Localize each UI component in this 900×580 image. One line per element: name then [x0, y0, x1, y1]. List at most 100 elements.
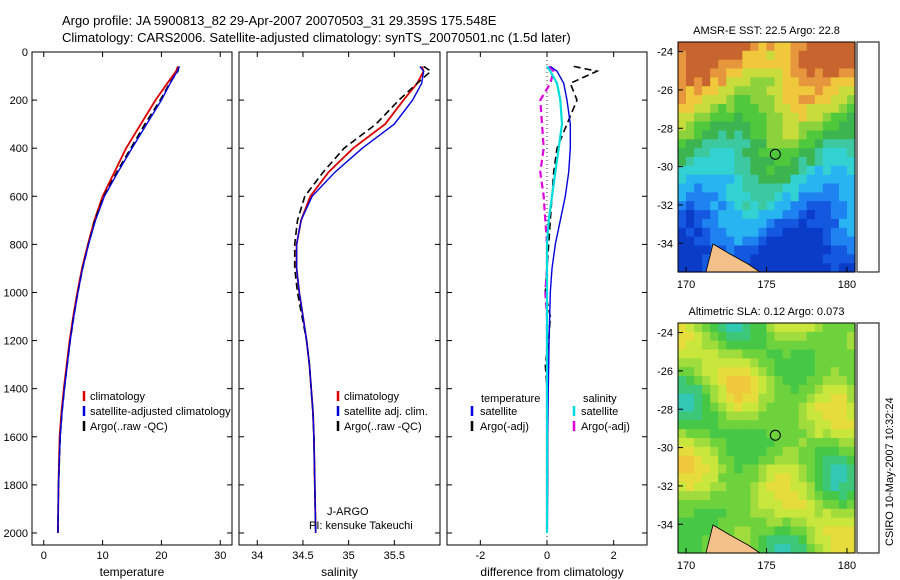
map-cell: [782, 254, 792, 264]
map-cell: [790, 95, 800, 105]
map-cell: [694, 77, 703, 87]
map-cell: [694, 192, 703, 202]
map-cell: [847, 59, 856, 70]
legend-entry: satellite-adjusted climatology: [90, 406, 231, 418]
map-cell: [822, 420, 832, 430]
map-cell: [830, 508, 840, 519]
map-cell: [798, 157, 808, 167]
map-cell: [678, 393, 687, 404]
map-cell: [847, 86, 856, 96]
map-cell: [710, 183, 719, 193]
map-cell: [814, 446, 824, 457]
map-cell: [838, 384, 848, 395]
map-cell: [798, 183, 808, 193]
map-cell: [686, 411, 695, 421]
map-cell: [686, 121, 695, 131]
map-cell: [798, 517, 808, 527]
map-cell: [790, 429, 800, 439]
map-cell: [790, 323, 800, 333]
x-tick-label: 170: [677, 560, 695, 572]
map-cell: [766, 499, 776, 510]
map-cell: [734, 77, 743, 87]
legend-entry: Argo(-adj): [581, 421, 630, 433]
map-cell: [694, 438, 703, 448]
map-cell: [686, 376, 695, 386]
annotation-group: J-ARGO: [327, 506, 369, 518]
map-cell: [678, 86, 687, 96]
map-cell: [798, 358, 808, 368]
map-cell: [790, 245, 800, 255]
map-cell: [694, 139, 703, 149]
map-cell: [847, 95, 856, 105]
map-cell: [774, 393, 784, 404]
map-cell: [726, 201, 735, 211]
map-cell: [830, 491, 840, 501]
map-cell: [814, 68, 824, 78]
map-cell: [830, 227, 840, 238]
map-cell: [686, 68, 695, 78]
map-cell: [806, 402, 816, 412]
map-cell: [686, 473, 695, 483]
map-cell: [750, 236, 759, 246]
map-cell: [718, 517, 727, 527]
map-cell: [710, 367, 719, 377]
map-cell: [750, 245, 759, 255]
map-cell: [694, 42, 703, 52]
map-cell: [710, 130, 719, 140]
map-cell: [806, 68, 816, 78]
map-cell: [790, 455, 800, 466]
map-cell: [766, 367, 776, 377]
map-cell: [734, 201, 743, 211]
map-cell: [686, 349, 695, 359]
map-cell: [830, 331, 840, 342]
map-cell: [702, 174, 711, 185]
map-cell: [710, 323, 719, 333]
map-cell: [742, 438, 751, 448]
map-cell: [830, 68, 840, 78]
map-cell: [710, 77, 719, 87]
map-cell: [686, 491, 695, 501]
map-cell: [758, 95, 768, 105]
map-cell: [678, 139, 687, 149]
map-cell: [718, 95, 727, 105]
map-cell: [678, 165, 687, 176]
map-cell: [702, 218, 711, 229]
map-cell: [798, 227, 808, 238]
map-cell: [798, 165, 808, 176]
map-cell: [678, 482, 687, 492]
map-cell: [766, 402, 776, 412]
map-cell: [822, 210, 832, 220]
map-cell: [686, 218, 695, 229]
map-cell: [838, 236, 848, 246]
map-cell: [710, 227, 719, 238]
map-cell: [766, 254, 776, 264]
map-cell: [774, 227, 784, 238]
map-cell: [806, 236, 816, 246]
map-cell: [726, 148, 735, 158]
map-cell: [822, 103, 832, 114]
plot-frame-2: [238, 51, 441, 546]
map-cell: [750, 121, 759, 131]
map-cell: [830, 210, 840, 220]
map-cell: [750, 358, 759, 368]
map-cell: [774, 349, 784, 359]
map-cell: [838, 473, 848, 483]
map-cell: [822, 455, 832, 466]
map-cell: [734, 429, 743, 439]
map-cell: [678, 236, 687, 246]
map-cell: [750, 77, 759, 87]
map-cell: [718, 376, 727, 386]
map-cell: [686, 201, 695, 211]
map-cell: [686, 50, 695, 61]
map-cell: [678, 112, 687, 123]
map-cell: [750, 95, 759, 105]
map-cell: [694, 331, 703, 342]
map-cell: [806, 535, 816, 545]
map-cell: [678, 376, 687, 386]
map-cell: [774, 157, 784, 167]
map-cell: [686, 508, 695, 519]
map-cell: [806, 340, 816, 351]
map-cell: [822, 59, 832, 70]
map-cell: [822, 192, 832, 202]
